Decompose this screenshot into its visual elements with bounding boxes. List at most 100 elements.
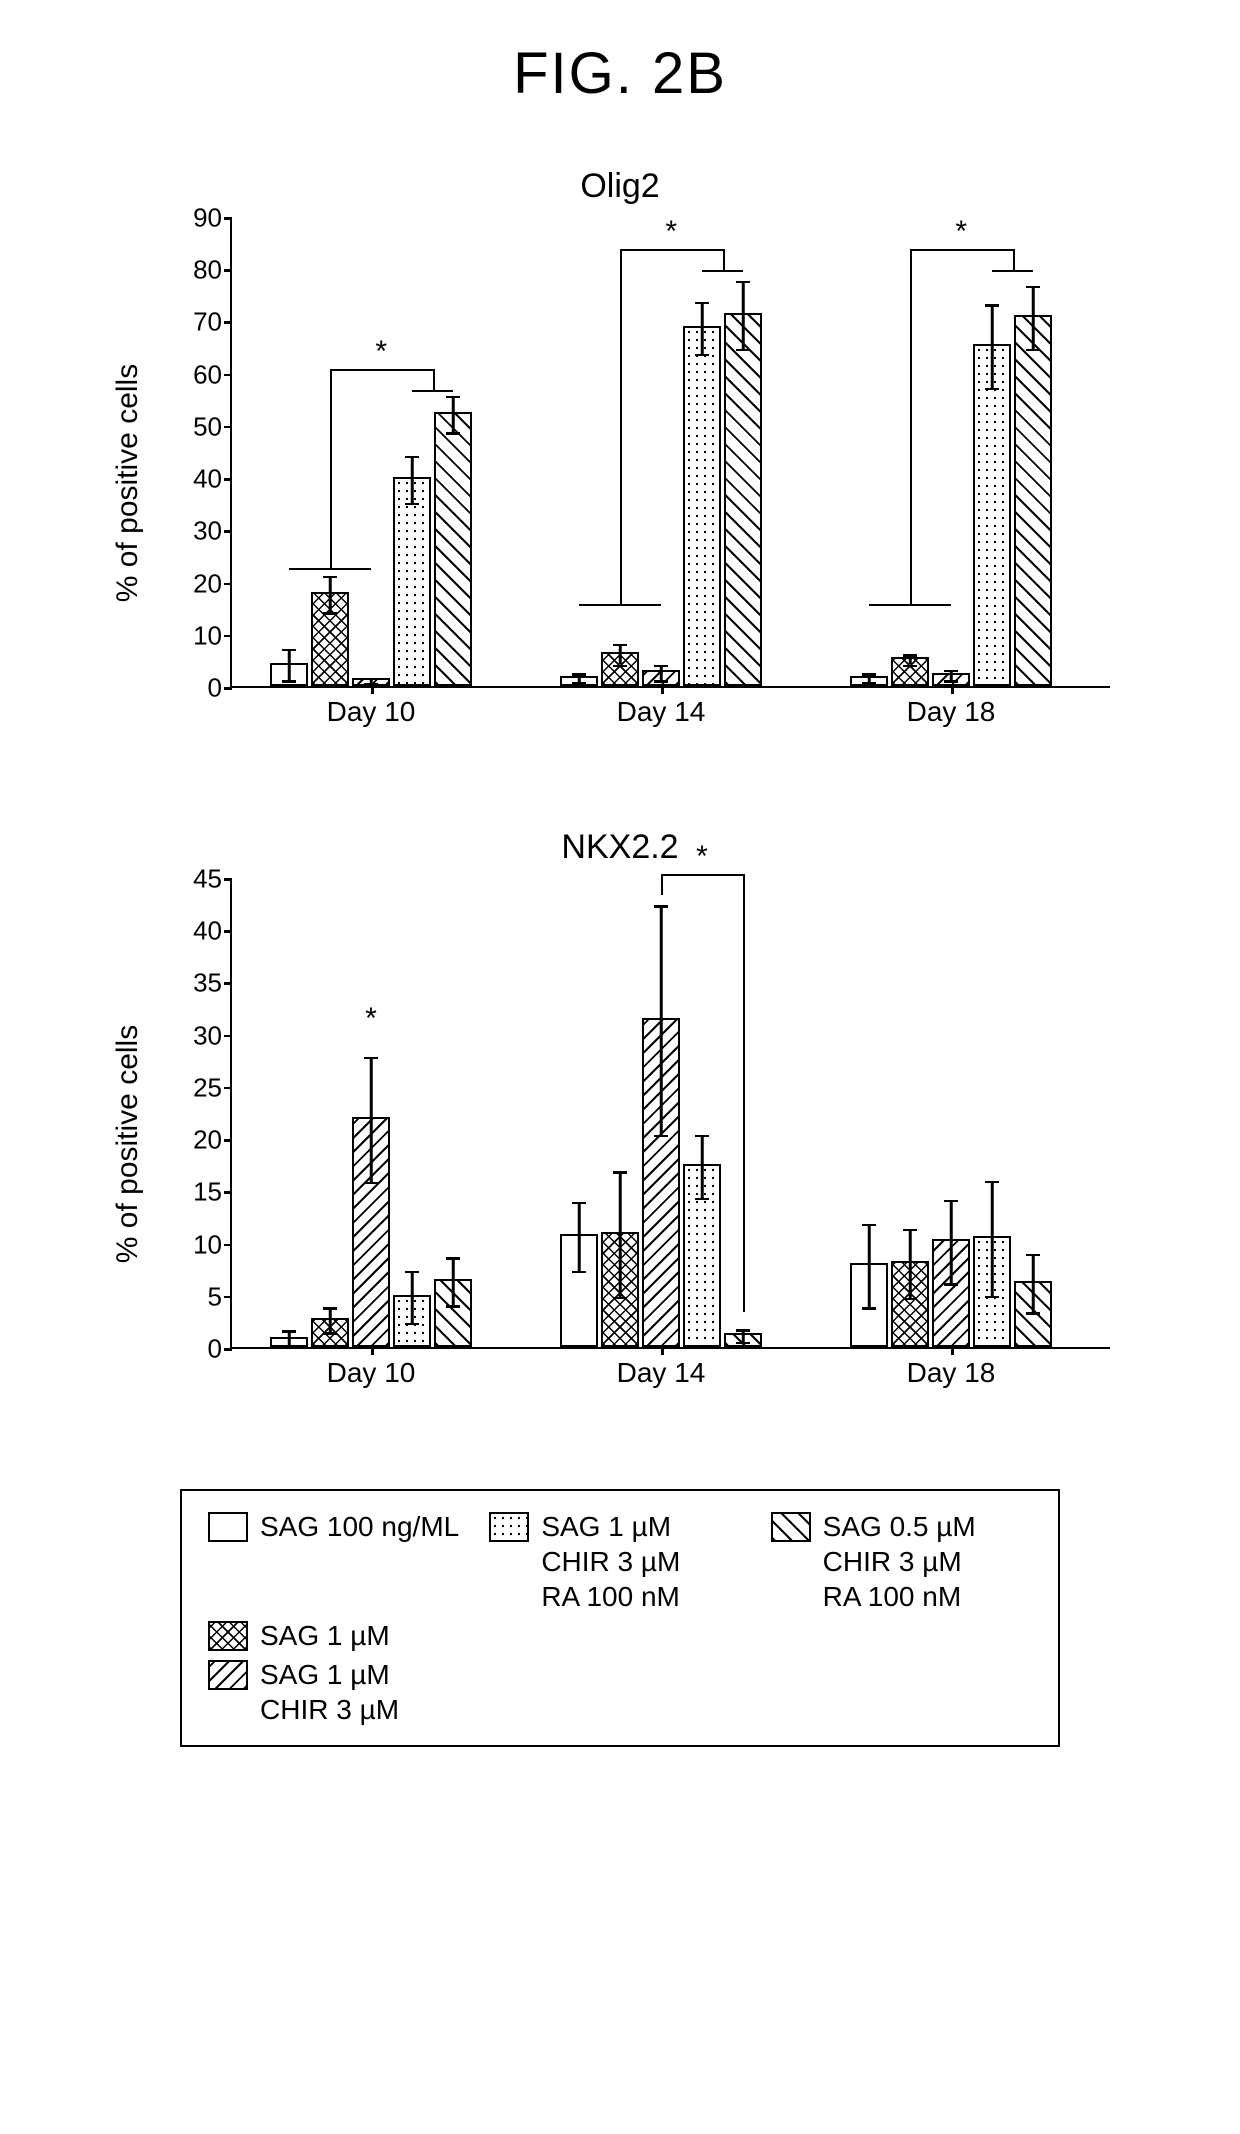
significance-mark <box>992 270 1033 272</box>
error-bar-cap <box>985 1296 999 1299</box>
legend-item: SAG 1 µMCHIR 3 µMRA 100 nM <box>489 1509 750 1614</box>
error-bar-cap <box>654 905 668 908</box>
significance-mark <box>579 604 661 606</box>
error-bar-cap <box>736 349 750 352</box>
chart-nkx22: NKX2.2% of positive cells051015202530354… <box>120 828 1120 1409</box>
significance-mark <box>412 390 453 392</box>
error-bar-cap <box>1026 349 1040 352</box>
ytick-mark <box>224 530 232 533</box>
ytick-mark <box>224 478 232 481</box>
error-bar <box>950 1200 953 1284</box>
error-bar-cap <box>282 649 296 652</box>
error-bar-cap <box>985 1181 999 1184</box>
ytick-mark <box>224 635 232 638</box>
ytick-mark <box>224 1087 232 1090</box>
bar <box>724 313 762 686</box>
error-bar <box>660 905 663 1135</box>
significance-mark: * <box>955 215 967 249</box>
significance-mark <box>433 369 435 390</box>
error-bar-cap <box>1026 1312 1040 1315</box>
error-bar-cap <box>613 1297 627 1300</box>
error-bar-cap <box>446 1257 460 1260</box>
charts-host: Olig2% of positive cells0102030405060708… <box>60 167 1180 1409</box>
significance-mark <box>910 249 1013 251</box>
error-bar-cap <box>736 1342 750 1345</box>
ytick-mark <box>224 426 232 429</box>
ytick-mark <box>224 269 232 272</box>
y-axis-label: % of positive cells <box>111 1025 145 1263</box>
error-bar <box>329 1307 332 1332</box>
significance-mark <box>869 604 951 606</box>
significance-mark <box>620 249 622 604</box>
ytick-mark <box>224 1244 232 1247</box>
bar <box>434 412 472 686</box>
error-bar-cap <box>903 1298 917 1301</box>
legend: SAG 100 ng/ML SAG 1 µMCHIR 3 µMRA 100 nM S… <box>180 1489 1060 1747</box>
significance-mark <box>723 249 725 270</box>
legend-item: SAG 0.5 µMCHIR 3 µMRA 100 nM <box>771 1509 1032 1614</box>
ytick-mark <box>224 1035 232 1038</box>
legend-swatch <box>208 1660 248 1690</box>
error-bar <box>370 1057 373 1182</box>
error-bar <box>329 576 332 613</box>
xgroup-label: Day 14 <box>617 1347 706 1389</box>
error-bar-cap <box>903 1229 917 1232</box>
ytick-mark <box>224 982 232 985</box>
plot-area: 051015202530354045Day 10Day 14Day 18** <box>230 879 1110 1349</box>
error-bar-cap <box>944 1283 958 1286</box>
ytick-mark <box>224 930 232 933</box>
xgroup-label: Day 10 <box>327 1347 416 1389</box>
significance-mark: * <box>665 215 677 249</box>
error-bar <box>578 1202 581 1271</box>
legend-swatch <box>208 1512 248 1542</box>
significance-mark <box>743 874 745 1313</box>
error-bar-cap <box>323 612 337 615</box>
error-bar <box>452 1257 455 1305</box>
error-bar-cap <box>572 673 586 676</box>
error-bar-cap <box>282 680 296 683</box>
significance-mark <box>1013 249 1015 270</box>
ytick-mark <box>224 1296 232 1299</box>
legend-text: SAG 1 µMCHIR 3 µMRA 100 nM <box>541 1509 680 1614</box>
error-bar <box>868 1224 871 1308</box>
error-bar <box>1032 1254 1035 1312</box>
error-bar <box>619 644 622 665</box>
legend-text: SAG 0.5 µMCHIR 3 µMRA 100 nM <box>823 1509 976 1614</box>
error-bar-cap <box>862 1224 876 1227</box>
error-bar-cap <box>282 1347 296 1350</box>
ytick-mark <box>224 217 232 220</box>
error-bar-cap <box>903 654 917 657</box>
error-bar-cap <box>282 1330 296 1333</box>
error-bar-cap <box>446 1305 460 1308</box>
error-bar-cap <box>323 1307 337 1310</box>
ytick-mark <box>224 374 232 377</box>
error-bar-cap <box>654 665 668 668</box>
error-bar-cap <box>613 665 627 668</box>
xgroup-label: Day 18 <box>907 1347 996 1389</box>
chart-title: NKX2.2 <box>120 828 1120 867</box>
error-bar <box>619 1171 622 1296</box>
ytick-mark <box>224 687 232 690</box>
ytick-mark <box>224 1348 232 1351</box>
error-bar <box>991 1181 994 1296</box>
error-bar-cap <box>985 388 999 391</box>
error-bar-cap <box>985 304 999 307</box>
error-bar <box>909 1229 912 1298</box>
error-bar-cap <box>446 396 460 399</box>
significance-mark: * <box>365 1002 377 1036</box>
legend-text: SAG 1 µM <box>260 1618 390 1653</box>
error-bar-cap <box>405 1323 419 1326</box>
ytick-mark <box>224 878 232 881</box>
error-bar-cap <box>572 1271 586 1274</box>
bar <box>393 477 431 686</box>
legend-item: SAG 100 ng/ML <box>208 1509 469 1614</box>
figure-label: FIG. 2B <box>60 40 1180 107</box>
error-bar-cap <box>944 670 958 673</box>
error-bar-cap <box>736 1329 750 1332</box>
error-bar-cap <box>323 1332 337 1335</box>
error-bar-cap <box>613 644 627 647</box>
error-bar-cap <box>364 1182 378 1185</box>
error-bar-cap <box>405 1271 419 1274</box>
bar <box>1014 315 1052 686</box>
xgroup-label: Day 10 <box>327 686 416 728</box>
